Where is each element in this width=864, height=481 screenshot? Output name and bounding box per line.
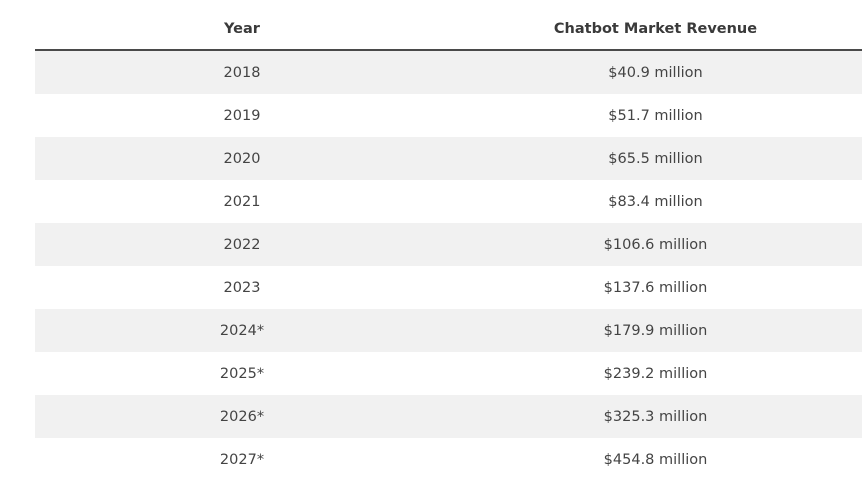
table-header: Year Chatbot Market Revenue bbox=[35, 8, 862, 51]
year-cell: 2025* bbox=[35, 352, 449, 395]
table-row: 2020 $65.5 million bbox=[35, 137, 862, 180]
revenue-cell: $137.6 million bbox=[449, 266, 862, 309]
header-revenue: Chatbot Market Revenue bbox=[449, 8, 862, 51]
table-body: 2018 $40.9 million 2019 $51.7 million 20… bbox=[35, 50, 862, 481]
year-cell: 2026* bbox=[35, 395, 449, 438]
revenue-cell: $106.6 million bbox=[449, 223, 862, 266]
year-cell: 2020 bbox=[35, 137, 449, 180]
year-cell: 2018 bbox=[35, 50, 449, 94]
year-cell: 2027* bbox=[35, 438, 449, 481]
table-row: 2025* $239.2 million bbox=[35, 352, 862, 395]
table-row: 2022 $106.6 million bbox=[35, 223, 862, 266]
revenue-cell: $179.9 million bbox=[449, 309, 862, 352]
header-year: Year bbox=[35, 8, 449, 51]
table-row: 2027* $454.8 million bbox=[35, 438, 862, 481]
table-row: 2019 $51.7 million bbox=[35, 94, 862, 137]
revenue-cell: $40.9 million bbox=[449, 50, 862, 94]
table-row: 2023 $137.6 million bbox=[35, 266, 862, 309]
table-row: 2018 $40.9 million bbox=[35, 50, 862, 94]
year-cell: 2021 bbox=[35, 180, 449, 223]
table-row: 2024* $179.9 million bbox=[35, 309, 862, 352]
revenue-cell: $65.5 million bbox=[449, 137, 862, 180]
revenue-cell: $51.7 million bbox=[449, 94, 862, 137]
table-row: 2026* $325.3 million bbox=[35, 395, 862, 438]
table-row: 2021 $83.4 million bbox=[35, 180, 862, 223]
chatbot-revenue-table: Year Chatbot Market Revenue 2018 $40.9 m… bbox=[35, 8, 862, 481]
revenue-table-container: Year Chatbot Market Revenue 2018 $40.9 m… bbox=[35, 8, 862, 481]
revenue-cell: $454.8 million bbox=[449, 438, 862, 481]
revenue-cell: $239.2 million bbox=[449, 352, 862, 395]
revenue-cell: $83.4 million bbox=[449, 180, 862, 223]
year-cell: 2022 bbox=[35, 223, 449, 266]
revenue-cell: $325.3 million bbox=[449, 395, 862, 438]
year-cell: 2024* bbox=[35, 309, 449, 352]
year-cell: 2023 bbox=[35, 266, 449, 309]
year-cell: 2019 bbox=[35, 94, 449, 137]
header-row: Year Chatbot Market Revenue bbox=[35, 8, 862, 51]
